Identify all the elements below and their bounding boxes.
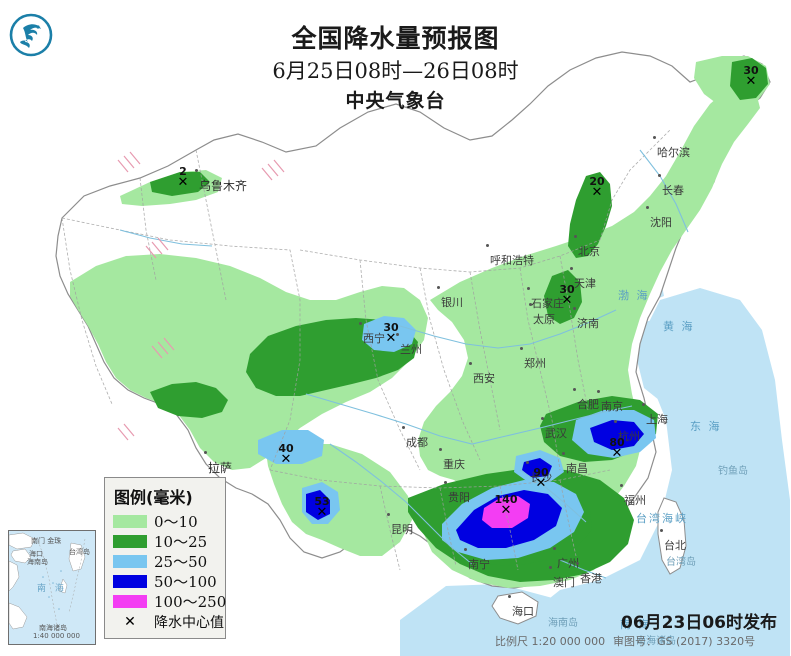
- inset-label-south-china-sea-islands: 南海诸岛: [39, 624, 67, 632]
- city-dot-2: [359, 322, 362, 325]
- city-dot-3: [396, 333, 399, 336]
- city-dot-23: [562, 452, 565, 455]
- legend-swatch-1: [113, 535, 147, 548]
- approval-number: 审图号：GS (2017) 3320号: [613, 635, 756, 648]
- hainan-island: [491, 591, 539, 625]
- city-dot-30: [553, 547, 556, 550]
- city-dot-6: [574, 235, 577, 238]
- city-dot-5: [486, 244, 489, 247]
- legend-item-0: 0～10: [113, 512, 218, 531]
- legend-swatch-3: [113, 575, 147, 588]
- city-dot-11: [520, 347, 523, 350]
- city-dot-0: [195, 169, 198, 172]
- legend-swatch-0: [113, 515, 147, 528]
- legend-item-2: 25～50: [113, 552, 218, 571]
- legend-title: 图例(毫米): [114, 488, 193, 507]
- city-dot-33: [508, 595, 511, 598]
- city-dot-10: [573, 307, 576, 310]
- cma-dragon-logo: [8, 12, 54, 58]
- city-dot-19: [573, 388, 576, 391]
- city-dot-29: [464, 548, 467, 551]
- issue-time: 06月23日06时发布: [621, 613, 777, 633]
- taiwan-island: [657, 497, 687, 575]
- city-dot-31: [576, 562, 579, 565]
- inset-label-haikou-top: 南门 金珠: [31, 537, 62, 545]
- city-dot-12: [469, 362, 472, 365]
- legend-marker-label: 降水中心值: [154, 614, 224, 631]
- legend-item-1: 10～25: [113, 532, 218, 551]
- inset-label-south-china-sea: 南 海: [37, 584, 67, 594]
- legend-marker-row: ✕ 降水中心值: [113, 612, 224, 631]
- precip-center-marker-icon: ✕: [124, 613, 136, 630]
- city-dot-28: [660, 529, 663, 532]
- province-boundaries: [61, 129, 671, 571]
- city-dot-17: [439, 448, 442, 451]
- south-china-sea-inset: 南门 金珠 海口 海南岛 台湾岛 南 海 南海诸岛 1:40 000 000: [8, 530, 96, 645]
- legend-rows: 0～10 10～25 25～50 50～100 100～250: [113, 512, 226, 611]
- city-dot-8: [527, 287, 530, 290]
- city-dot-15: [653, 136, 656, 139]
- legend-panel: 图例(毫米) 0～10 10～25 25～50 50～100 100～250 ✕ 降水中…: [104, 477, 226, 639]
- legend-swatch-4: [113, 595, 147, 608]
- front-symbols: [117, 151, 285, 441]
- legend-label-4: 100～250: [154, 593, 227, 611]
- inset-label-hainan-island: 海南岛: [27, 558, 48, 566]
- city-dot-22: [614, 420, 617, 423]
- legend-label-3: 50～100: [154, 573, 217, 591]
- legend-label-0: 0～10: [154, 513, 198, 531]
- inset-label-haikou: 海口: [29, 550, 43, 558]
- city-dot-20: [597, 390, 600, 393]
- city-dot-16: [402, 426, 405, 429]
- city-dot-4: [437, 286, 440, 289]
- legend-label-2: 25～50: [154, 553, 208, 571]
- city-dot-25: [444, 481, 447, 484]
- city-dot-9: [529, 303, 532, 306]
- city-dot-7: [570, 267, 573, 270]
- city-dot-13: [646, 206, 649, 209]
- city-dot-1: [204, 451, 207, 454]
- inset-scale-label: 1:40 000 000: [33, 632, 80, 640]
- inset-label-taiwan-island: 台湾岛: [69, 548, 90, 556]
- legend-label-1: 10～25: [154, 533, 208, 551]
- legend-item-3: 50～100: [113, 572, 218, 591]
- legend-item-4: 100～250: [113, 592, 226, 611]
- legend-swatch-2: [113, 555, 147, 568]
- map-scale: 比例尺 1:20 000 000: [495, 635, 606, 648]
- city-dot-21: [642, 403, 645, 406]
- city-dot-27: [620, 484, 623, 487]
- city-dot-32: [549, 566, 552, 569]
- city-dot-14: [658, 174, 661, 177]
- rivers: [119, 149, 689, 579]
- city-dot-24: [526, 461, 529, 464]
- city-dot-26: [387, 513, 390, 516]
- city-dot-18: [541, 417, 544, 420]
